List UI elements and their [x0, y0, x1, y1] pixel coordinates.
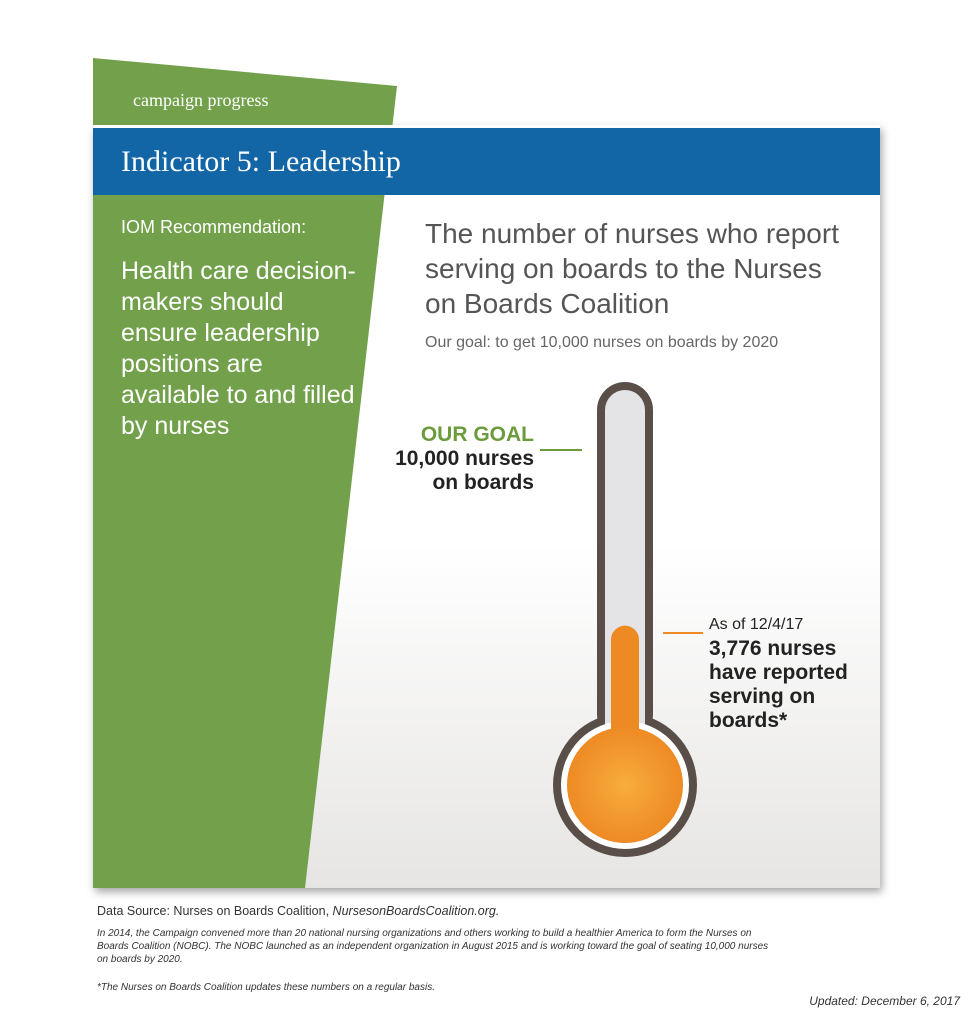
value-date: As of 12/4/17 — [709, 616, 804, 633]
page-title: Indicator 5: Leadership — [121, 145, 401, 178]
goal-title: OUR GOAL — [420, 423, 534, 446]
goal-label: OUR GOAL 10,000 nurses on boards — [395, 423, 534, 495]
value-label: As of 12/4/17 3,776 nurses have reported… — [709, 613, 879, 733]
data-source: Data Source: Nurses on Boards Coalition,… — [97, 904, 500, 918]
campaign-tag: campaign progress — [133, 90, 269, 110]
thermometer-bulb — [567, 727, 683, 843]
headline: The number of nurses who report serving … — [425, 218, 839, 319]
updated-date: Updated: December 6, 2017 — [809, 994, 960, 1008]
footnote: *The Nurses on Boards Coalition updates … — [97, 982, 435, 993]
goal-line1: 10,000 nurses — [395, 447, 534, 470]
footer-note: In 2014, the Campaign convened more than… — [97, 928, 769, 965]
subhead: Our goal: to get 10,000 nurses on boards… — [425, 334, 779, 351]
goal-line2: on boards — [432, 471, 534, 494]
recommendation-text: Health care decision-makers should ensur… — [121, 257, 356, 440]
recommendation-label: IOM Recommendation: — [121, 217, 307, 237]
source-link[interactable]: NursesonBoardsCoalition.org. — [332, 904, 500, 918]
value-text: 3,776 nurses have reported serving on bo… — [709, 637, 848, 732]
title-bar — [93, 125, 880, 195]
